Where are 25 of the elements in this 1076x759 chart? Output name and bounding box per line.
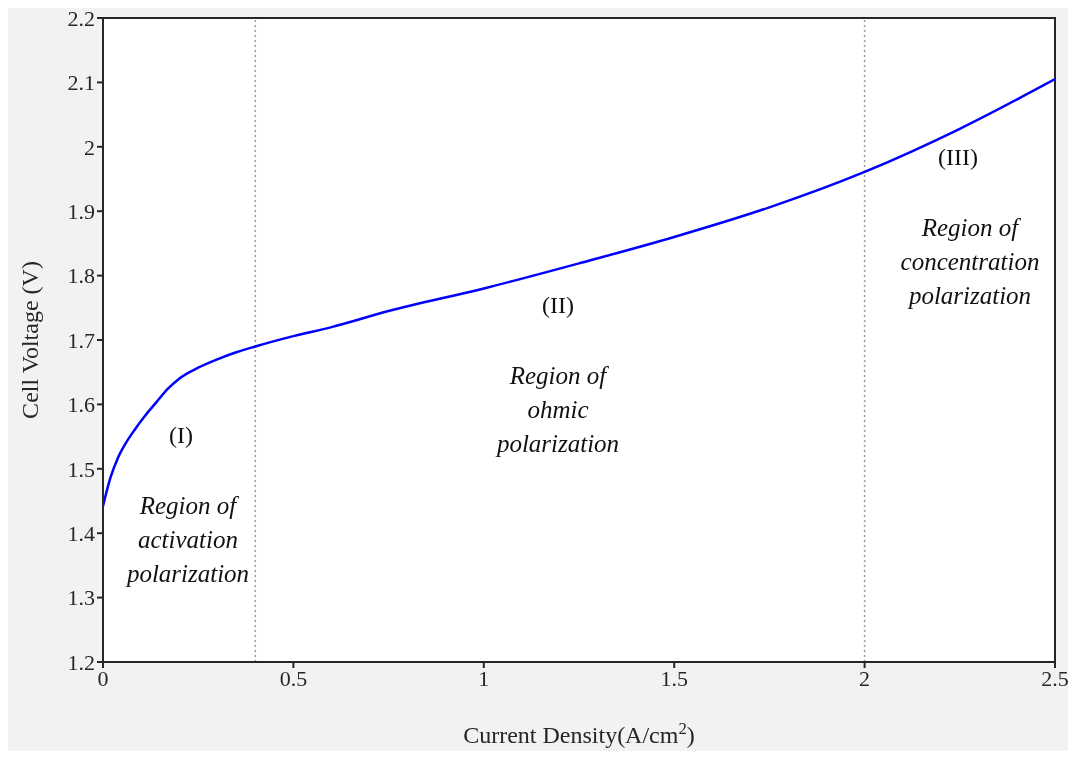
x-tick-label: 2.5 bbox=[1041, 665, 1069, 691]
y-tick-label: 1.4 bbox=[67, 521, 95, 547]
y-tick-label: 1.3 bbox=[67, 585, 95, 611]
annotation: Region of activation polarization bbox=[124, 492, 250, 587]
y-tick-label: 1.8 bbox=[67, 263, 95, 289]
y-tick-label: 1.2 bbox=[67, 649, 95, 675]
annotation: (III) bbox=[938, 144, 978, 170]
y-tick-label: 2 bbox=[84, 134, 95, 160]
y-tick-label: 2.1 bbox=[67, 70, 95, 96]
y-tick-label: 1.9 bbox=[67, 199, 95, 225]
y-tick-label: 1.5 bbox=[67, 456, 95, 482]
x-axis-title: Current Density(A/cm$^{2}$) bbox=[463, 718, 695, 748]
annotation: Region of ohmic polarization bbox=[494, 362, 620, 457]
annotation: (II) bbox=[542, 292, 574, 318]
annotation: Region of concentration polarization bbox=[900, 214, 1040, 309]
y-tick-label: 2.2 bbox=[67, 5, 95, 31]
x-tick-label: 1.5 bbox=[660, 665, 688, 691]
y-tick-label: 1.7 bbox=[67, 327, 95, 353]
x-tick-label: 2 bbox=[859, 665, 871, 691]
x-tick-label: 0.5 bbox=[279, 665, 308, 691]
y-axis-title: Cell Voltage (V) bbox=[17, 261, 43, 419]
annotation: (I) bbox=[169, 422, 193, 448]
y-tick-label: 1.6 bbox=[67, 392, 95, 418]
x-tick-label: 1 bbox=[478, 665, 490, 691]
x-tick-label: 0 bbox=[97, 665, 109, 691]
